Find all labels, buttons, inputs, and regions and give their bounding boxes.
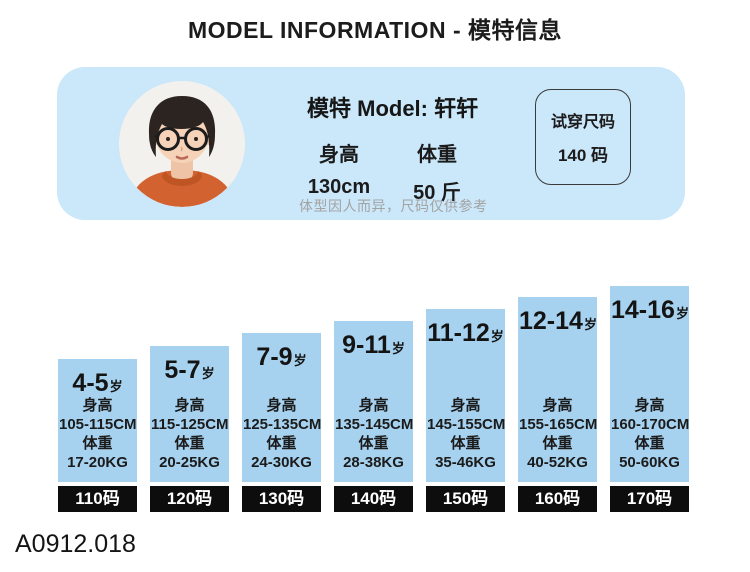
- age-suffix: 岁: [583, 317, 597, 332]
- height-range: 155-165CM: [519, 416, 598, 433]
- age-suffix: 岁: [109, 379, 123, 394]
- weight-range: 17-20KG: [67, 454, 128, 471]
- weight-range: 40-52KG: [527, 454, 588, 471]
- age-number: 14-16: [611, 296, 675, 324]
- weight-value: 50 斤: [413, 182, 461, 204]
- size-code-tag: 140码: [334, 486, 413, 512]
- age-suffix: 岁: [675, 306, 689, 321]
- try-on-size-value: 140 码: [557, 146, 609, 165]
- size-bar: 5-7岁 身高 115-125CM 体重 20-25KG: [150, 346, 229, 482]
- boy-model-illustration: [119, 81, 245, 207]
- age-suffix: 岁: [201, 366, 215, 381]
- size-bar: 4-5岁 身高 105-115CM 体重 17-20KG: [58, 359, 137, 482]
- height-range: 160-170CM: [611, 416, 690, 433]
- weight-range: 28-38KG: [343, 454, 404, 471]
- age-number: 7-9: [256, 343, 293, 371]
- page-title: MODEL INFORMATION - 模特信息: [187, 17, 562, 43]
- height-label: 身高: [450, 397, 481, 414]
- weight-label: 体重: [542, 435, 573, 452]
- age-number: 12-14: [519, 307, 583, 335]
- height-label: 身高: [542, 397, 573, 414]
- height-label: 身高: [358, 397, 389, 414]
- model-card: 模特 Model: 轩轩 身高 130cm 体重 50 斤 体型因人而异，尺码仅…: [57, 67, 685, 220]
- size-chart: 4-5岁 身高 105-115CM 体重 17-20KG 110码 5-7岁 身…: [58, 286, 689, 512]
- weight-range: 50-60KG: [619, 454, 680, 471]
- weight-label: 体重: [82, 435, 113, 452]
- size-details: 身高 115-125CM 体重 20-25KG: [151, 396, 229, 472]
- size-column-110: 4-5岁 身高 105-115CM 体重 17-20KG 110码: [58, 359, 137, 512]
- size-bar: 12-14岁 身高 155-165CM 体重 40-52KG: [518, 297, 597, 482]
- size-code-tag: 110码: [58, 486, 137, 512]
- size-bar: 7-9岁 身高 125-135CM 体重 24-30KG: [242, 333, 321, 482]
- age-number: 9-11: [342, 331, 391, 359]
- age-range-label: 5-7岁: [151, 358, 228, 383]
- age-range-label: 4-5岁: [59, 371, 136, 396]
- height-range: 125-135CM: [243, 416, 322, 433]
- size-code-tag: 130码: [242, 486, 321, 512]
- height-value: 130cm: [307, 176, 371, 198]
- age-suffix: 岁: [391, 341, 405, 356]
- size-column-150: 11-12岁 身高 145-155CM 体重 35-46KG 150码: [426, 309, 505, 512]
- fit-disclaimer-note: 体型因人而异，尺码仅供参考: [299, 198, 488, 214]
- weight-label: 体重: [174, 435, 205, 452]
- age-range-label: 7-9岁: [243, 345, 320, 370]
- size-column-160: 12-14岁 身高 155-165CM 体重 40-52KG 160码: [518, 297, 597, 512]
- model-photo: [119, 81, 245, 207]
- height-range: 115-125CM: [151, 416, 229, 433]
- weight-label: 体重: [634, 435, 665, 452]
- size-bar: 14-16岁 身高 160-170CM 体重 50-60KG: [610, 286, 689, 482]
- weight-label: 体重: [417, 144, 457, 166]
- height-label: 身高: [634, 397, 665, 414]
- model-details: 模特 Model: 轩轩 身高 130cm 体重 50 斤: [307, 91, 478, 205]
- product-code: A0912.018: [15, 530, 136, 558]
- size-column-130: 7-9岁 身高 125-135CM 体重 24-30KG 130码: [242, 333, 321, 512]
- age-range-label: 9-11岁: [335, 333, 412, 358]
- size-code-tag: 120码: [150, 486, 229, 512]
- age-number: 4-5: [72, 369, 109, 397]
- weight-label: 体重: [358, 435, 389, 452]
- height-range: 135-145CM: [335, 416, 414, 433]
- size-column-120: 5-7岁 身高 115-125CM 体重 20-25KG 120码: [150, 346, 229, 512]
- size-details: 身高 160-170CM 体重 50-60KG: [611, 396, 690, 472]
- size-details: 身高 105-115CM 体重 17-20KG: [59, 396, 137, 472]
- age-number: 5-7: [164, 356, 201, 384]
- model-stats: 身高 130cm 体重 50 斤: [303, 138, 478, 205]
- size-details: 身高 125-135CM 体重 24-30KG: [243, 396, 322, 472]
- size-bar: 9-11岁 身高 135-145CM 体重 28-38KG: [334, 321, 413, 482]
- size-code-tag: 170码: [610, 486, 689, 512]
- weight-range: 24-30KG: [251, 454, 312, 471]
- height-label: 身高: [82, 397, 113, 414]
- age-range-label: 14-16岁: [611, 296, 689, 324]
- height-label: 身高: [266, 397, 297, 414]
- weight-range: 20-25KG: [159, 454, 220, 471]
- weight-label: 体重: [450, 435, 481, 452]
- try-on-size-box: 试穿尺码 140 码: [535, 89, 631, 185]
- size-code-tag: 160码: [518, 486, 597, 512]
- size-details: 身高 145-155CM 体重 35-46KG: [427, 396, 506, 472]
- size-column-170: 14-16岁 身高 160-170CM 体重 50-60KG 170码: [610, 286, 689, 512]
- try-on-size-label: 试穿尺码: [550, 114, 615, 131]
- age-range-label: 12-14岁: [519, 307, 597, 335]
- height-label: 身高: [319, 144, 359, 166]
- weight-range: 35-46KG: [435, 454, 496, 471]
- height-label: 身高: [174, 397, 205, 414]
- age-number: 11-12: [427, 319, 490, 347]
- weight-label: 体重: [266, 435, 297, 452]
- model-weight: 体重 50 斤: [401, 138, 473, 205]
- age-suffix: 岁: [490, 329, 504, 344]
- size-bar: 11-12岁 身高 145-155CM 体重 35-46KG: [426, 309, 505, 482]
- size-details: 身高 135-145CM 体重 28-38KG: [335, 396, 414, 472]
- size-column-140: 9-11岁 身高 135-145CM 体重 28-38KG 140码: [334, 321, 413, 512]
- height-range: 145-155CM: [427, 416, 506, 433]
- height-range: 105-115CM: [59, 416, 137, 433]
- age-range-label: 11-12岁: [427, 321, 504, 346]
- size-details: 身高 155-165CM 体重 40-52KG: [519, 396, 598, 472]
- model-height: 身高 130cm: [303, 138, 375, 205]
- model-name: 模特 Model: 轩轩: [307, 96, 479, 121]
- age-suffix: 岁: [293, 353, 307, 368]
- size-code-tag: 150码: [426, 486, 505, 512]
